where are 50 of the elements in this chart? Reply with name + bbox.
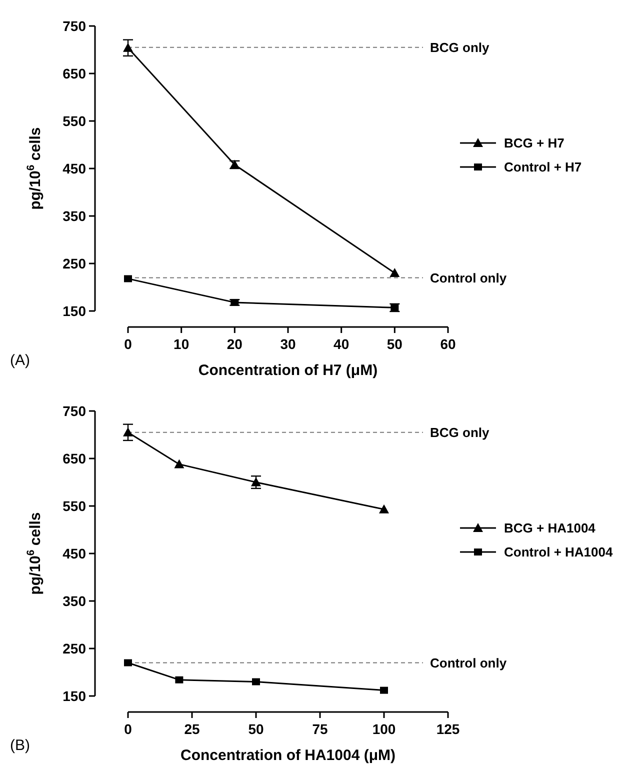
x-tick-label: 10 (174, 336, 190, 352)
y-tick-label: 750 (62, 402, 86, 419)
ref-line-label: BCG only (430, 40, 490, 55)
x-tick-label: 30 (280, 336, 296, 352)
x-axis-title: Concentration of H7 (μM) (198, 362, 378, 379)
legend-label: Control + HA1004 (504, 544, 614, 560)
y-tick-label: 250 (62, 255, 86, 272)
y-tick-label: 350 (62, 592, 86, 609)
ref-line-label: Control only (430, 655, 508, 670)
point (390, 268, 400, 277)
y-tick-label: 150 (62, 302, 86, 319)
y-tick-label: 350 (62, 208, 86, 224)
point (379, 504, 389, 514)
ref-line-label: BCG only (430, 424, 490, 440)
y-tick-label: 250 (62, 640, 86, 656)
point (380, 686, 388, 694)
x-tick-label: 60 (440, 336, 456, 352)
x-tick-label: 50 (248, 721, 264, 737)
y-tick-label: 550 (62, 498, 86, 514)
y-tick-label: 450 (62, 160, 86, 176)
point (252, 678, 260, 686)
point (124, 659, 132, 666)
x-axis-title: Concentration of HA1004 (μM) (180, 747, 396, 764)
y-tick-label: 550 (62, 112, 86, 129)
point (175, 676, 184, 684)
point (174, 459, 184, 468)
legend-label: BCG + H7 (504, 136, 564, 151)
legend-label: BCG + HA1004 (504, 520, 596, 536)
legend-label: Control + H7 (504, 160, 582, 175)
x-tick-label: 50 (386, 336, 403, 352)
y-tick-label: 650 (62, 65, 86, 82)
y-tick-label: 750 (62, 18, 86, 34)
point (251, 477, 261, 486)
point (123, 427, 133, 436)
x-tick-label: 25 (184, 721, 200, 737)
x-tick-label: 125 (436, 721, 460, 737)
x-tick-label: 20 (226, 336, 243, 352)
y-tick-label: 650 (62, 450, 86, 466)
point (123, 42, 133, 52)
x-tick-label: 0 (124, 336, 132, 352)
ref-line-label: Control only (430, 270, 508, 286)
text: (A) (10, 352, 30, 369)
x-tick-label: 0 (124, 721, 132, 737)
x-tick-label: 75 (312, 721, 328, 737)
point (124, 275, 132, 282)
y-tick-label: 150 (62, 688, 86, 704)
x-tick-label: 40 (334, 336, 350, 352)
text: (B) (10, 737, 30, 754)
x-tick-label: 100 (372, 721, 396, 737)
y-tick-label: 450 (62, 545, 86, 562)
